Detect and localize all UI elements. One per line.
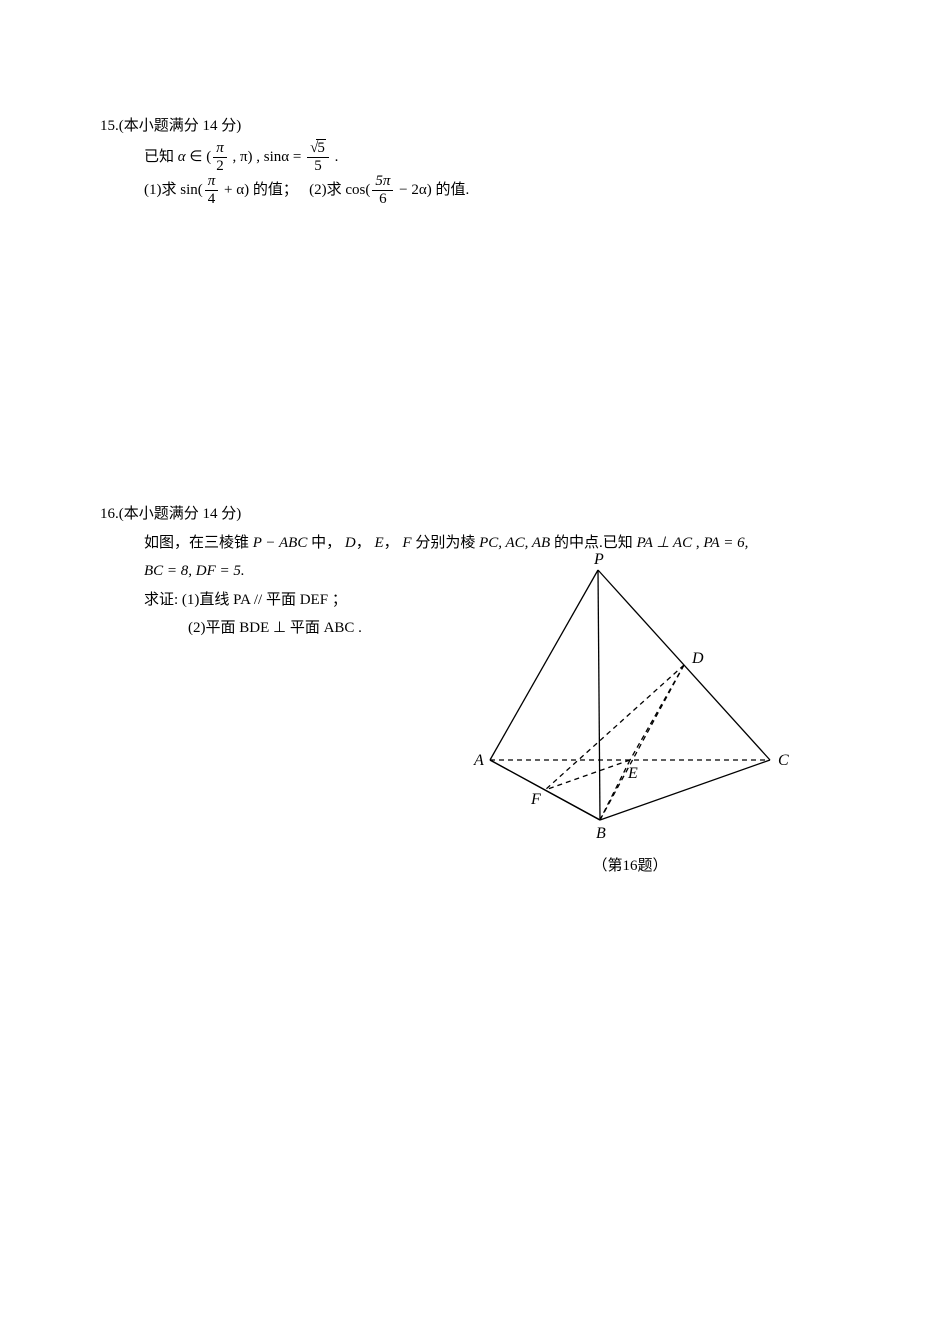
problem-15: 15.(本小题满分 14 分) 已知 α ∈ (π2 , π) , sinα =…: [100, 112, 885, 207]
stem-prefix: 已知: [144, 148, 174, 164]
q2b: − 2α) 的值.: [395, 181, 469, 197]
svg-text:F: F: [530, 791, 541, 808]
q1-text-inner: 直线 PA // 平面 DEF ；: [199, 592, 346, 608]
q1-label: (1): [182, 592, 200, 608]
den: 4: [205, 190, 219, 207]
radicand: 5: [316, 139, 326, 156]
F: F: [402, 535, 411, 551]
E: E: [374, 535, 383, 551]
problem-15-header: 15.(本小题满分 14 分): [100, 112, 885, 141]
period: .: [331, 148, 339, 164]
pi-over-4: π4: [205, 174, 219, 207]
problem-16-header: 16.(本小题满分 14 分): [100, 500, 885, 529]
in-open: ∈ (: [189, 148, 211, 164]
den: 5: [307, 157, 329, 174]
5pi-over-6: 5π6: [372, 174, 393, 207]
t: 中，: [307, 535, 341, 551]
svg-text:P: P: [593, 551, 604, 568]
q1b: + α) 的值；: [220, 181, 298, 197]
svg-text:D: D: [691, 650, 704, 667]
q1-text: 直线 PA // 平面 DEF ；: [199, 592, 346, 608]
q1-label: (1): [144, 181, 162, 197]
points-value: 14: [203, 506, 218, 522]
t: ，: [356, 535, 371, 551]
tetrahedron-diagram: P A B C D E F: [450, 550, 790, 850]
sin-eq: sinα =: [264, 148, 302, 164]
points-suffix: 分): [218, 506, 242, 522]
t: 如图，在三棱锥: [144, 535, 253, 551]
figure-caption: （第16题）: [450, 854, 810, 875]
num: π: [205, 174, 219, 190]
problem-15-parts: (1)求 sin(π4 + α) 的值； (2)求 cos(5π6 − 2α) …: [100, 174, 885, 207]
num: π: [213, 141, 227, 157]
D: D: [345, 535, 356, 551]
q1a: 求 sin(: [162, 181, 203, 197]
pcacab: PC, AC, AB: [479, 535, 550, 551]
pa6: PA = 6,: [703, 535, 748, 551]
svg-text:B: B: [596, 825, 606, 842]
svg-text:C: C: [778, 752, 789, 769]
points-prefix: (本小题满分: [119, 118, 203, 134]
t: ，: [384, 535, 399, 551]
bc8df5: BC = 8, DF = 5.: [144, 563, 245, 579]
svg-text:E: E: [627, 765, 638, 782]
problem-number: 16.: [100, 506, 119, 522]
points-prefix: (本小题满分: [119, 506, 203, 522]
t: 分别为棱: [412, 535, 480, 551]
problem-15-stem: 已知 α ∈ (π2 , π) , sinα = 5 5 .: [100, 141, 885, 174]
pi-over-2: π2: [213, 141, 227, 174]
sqrt5-over-5: 5 5: [307, 141, 329, 174]
alpha: α: [178, 148, 186, 164]
q2-text: 平面 BDE ⊥ 平面 ABC .: [206, 620, 362, 636]
q2a: 求 cos(: [327, 181, 371, 197]
t: ,: [692, 535, 703, 551]
sqrt-icon: 5: [310, 141, 326, 156]
points-suffix: 分): [218, 118, 242, 134]
t: 的中点.已知: [550, 535, 636, 551]
pabc: P − ABC: [253, 535, 308, 551]
prove-label: 求证:: [144, 592, 178, 608]
q2-label: (2): [188, 620, 206, 636]
problem-number: 15.: [100, 118, 119, 134]
den: 6: [372, 190, 393, 207]
den: 2: [213, 157, 227, 174]
q2-label: (2): [309, 181, 327, 197]
comma-pi: , π) ,: [229, 148, 260, 164]
num: 5: [307, 141, 329, 157]
pa-perp-ac: PA ⊥ AC: [636, 535, 692, 551]
num: 5π: [372, 174, 393, 190]
points-value: 14: [203, 118, 218, 134]
svg-text:A: A: [473, 752, 484, 769]
figure-16: P A B C D E F （第16题）: [450, 550, 810, 875]
